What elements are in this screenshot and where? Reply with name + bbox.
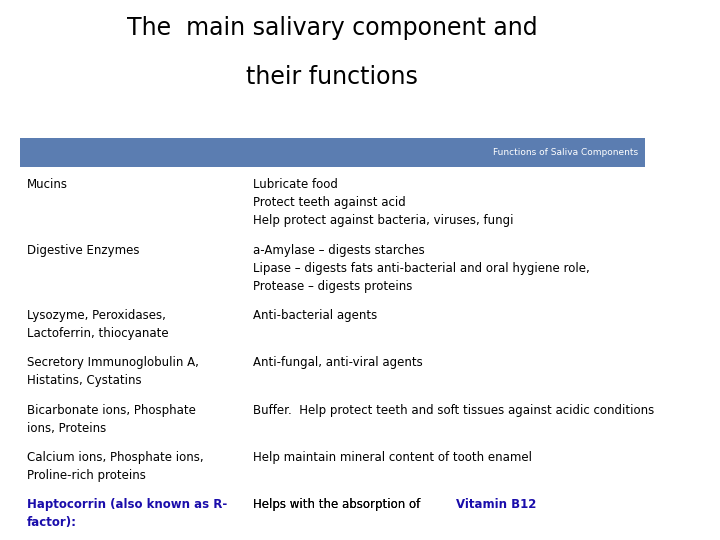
- Text: Secretory Immunoglobulin A,
Histatins, Cystatins: Secretory Immunoglobulin A, Histatins, C…: [27, 356, 199, 387]
- FancyBboxPatch shape: [20, 138, 645, 167]
- Text: Anti-bacterial agents: Anti-bacterial agents: [253, 309, 377, 322]
- Text: Helps with the absorption of: Helps with the absorption of: [253, 498, 423, 511]
- Text: Lysozyme, Peroxidases,
Lactoferrin, thiocyanate: Lysozyme, Peroxidases, Lactoferrin, thio…: [27, 309, 168, 340]
- Text: Lubricate food
Protect teeth against acid
Help protect against bacteria, viruses: Lubricate food Protect teeth against aci…: [253, 178, 513, 227]
- Text: The  main salivary component and: The main salivary component and: [127, 16, 538, 40]
- Text: Functions of Saliva Components: Functions of Saliva Components: [493, 148, 638, 157]
- Text: Anti-fungal, anti-viral agents: Anti-fungal, anti-viral agents: [253, 356, 423, 369]
- Text: Mucins: Mucins: [27, 178, 68, 191]
- Text: Vitamin B12: Vitamin B12: [456, 498, 536, 511]
- Text: Calcium ions, Phosphate ions,
Proline-rich proteins: Calcium ions, Phosphate ions, Proline-ri…: [27, 451, 203, 482]
- Text: a-Amylase – digests starches
Lipase – digests fats anti-bacterial and oral hygie: a-Amylase – digests starches Lipase – di…: [253, 244, 590, 293]
- Text: Buffer.  Help protect teeth and soft tissues against acidic conditions: Buffer. Help protect teeth and soft tiss…: [253, 403, 654, 416]
- Text: Haptocorrin (also known as R-
factor):: Haptocorrin (also known as R- factor):: [27, 498, 227, 529]
- Text: Bicarbonate ions, Phosphate
ions, Proteins: Bicarbonate ions, Phosphate ions, Protei…: [27, 403, 195, 435]
- Text: Digestive Enzymes: Digestive Enzymes: [27, 244, 139, 256]
- Text: their functions: their functions: [246, 65, 418, 89]
- Text: Help maintain mineral content of tooth enamel: Help maintain mineral content of tooth e…: [253, 451, 531, 464]
- Text: Helps with the absorption of: Helps with the absorption of: [253, 498, 423, 511]
